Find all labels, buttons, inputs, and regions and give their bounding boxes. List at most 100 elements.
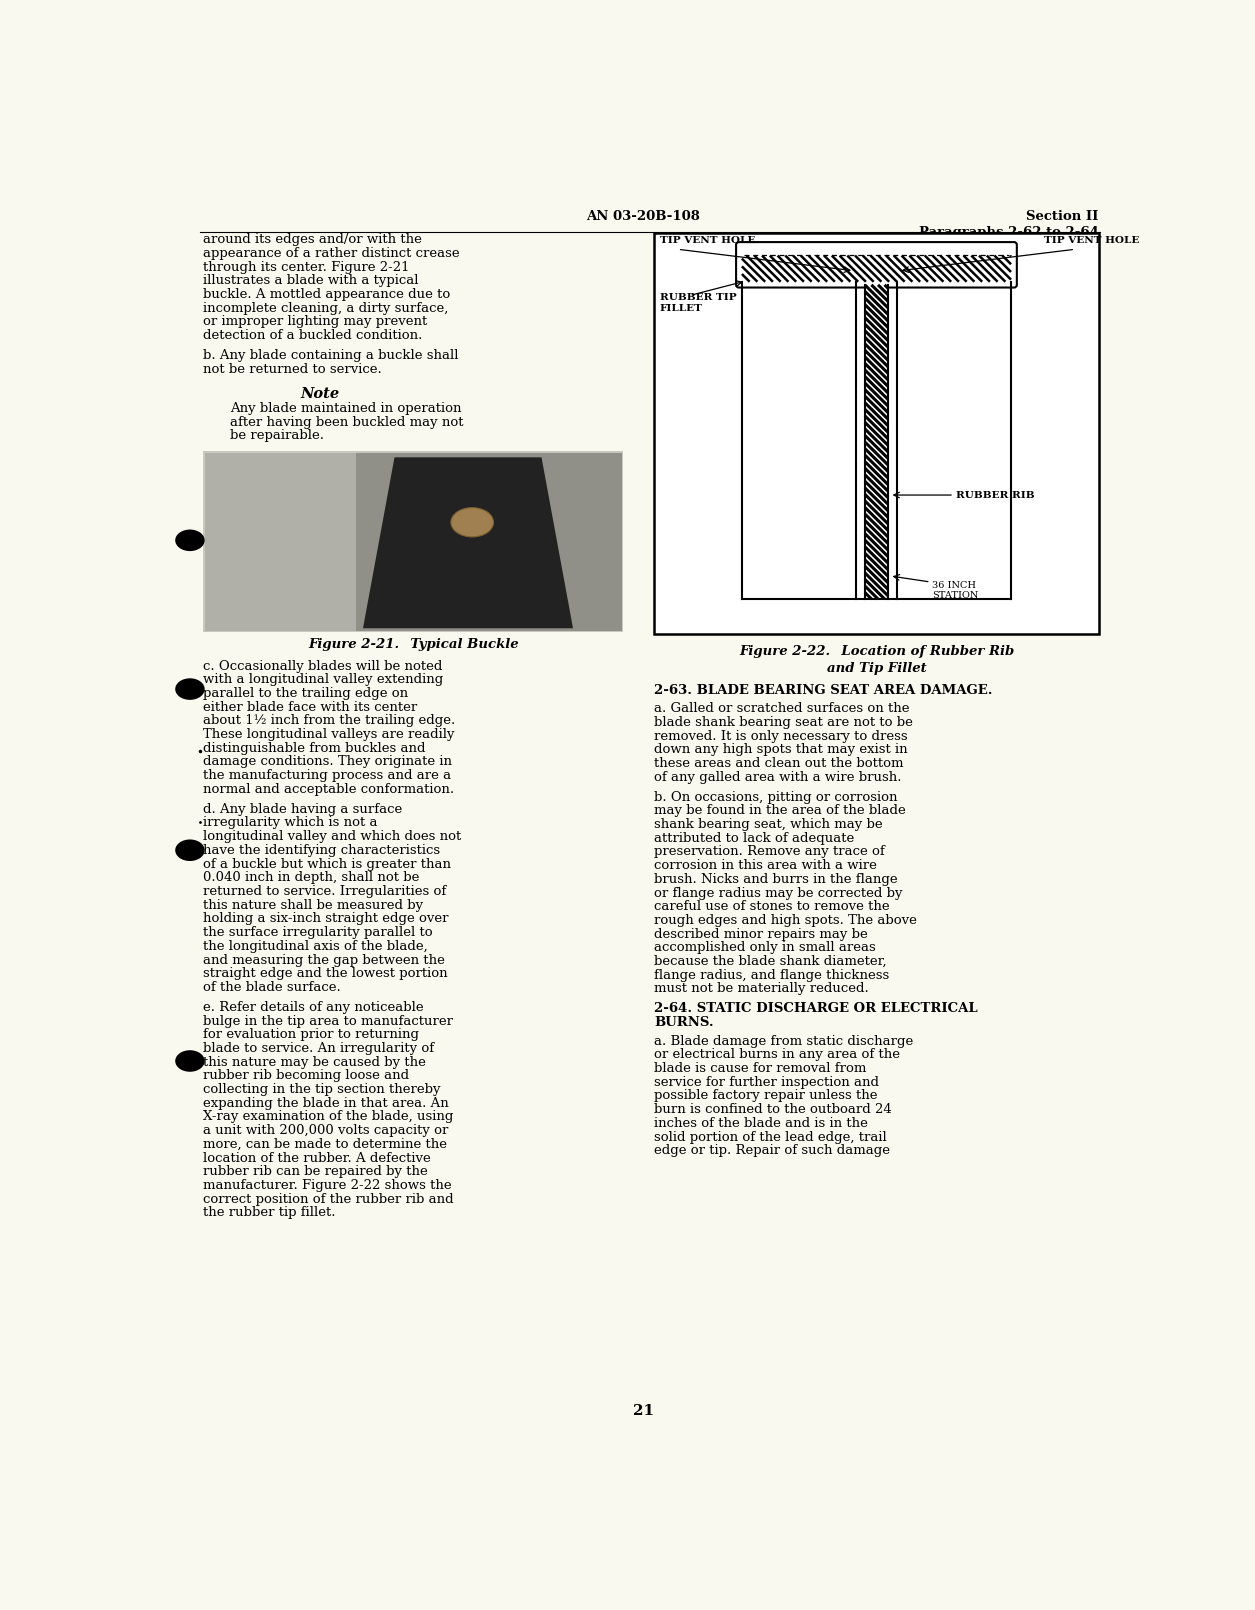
Ellipse shape [176,530,205,551]
Text: Note: Note [300,386,339,401]
Text: have the identifying characteristics: have the identifying characteristics [203,844,441,857]
Text: edge or tip. Repair of such damage: edge or tip. Repair of such damage [654,1145,891,1158]
Ellipse shape [451,507,493,536]
Text: of a buckle but which is greater than: of a buckle but which is greater than [203,858,452,871]
Text: buckle. A mottled appearance due to: buckle. A mottled appearance due to [203,288,451,301]
Text: 2-64. STATIC DISCHARGE OR ELECTRICAL: 2-64. STATIC DISCHARGE OR ELECTRICAL [654,1003,978,1016]
Text: Paragraphs 2-62 to 2-64: Paragraphs 2-62 to 2-64 [919,225,1098,238]
Text: the rubber tip fillet.: the rubber tip fillet. [203,1206,336,1219]
Text: detection of a buckled condition.: detection of a buckled condition. [203,328,423,343]
Text: d. Any blade having a surface: d. Any blade having a surface [203,803,403,816]
Ellipse shape [176,678,205,700]
Text: TIP VENT HOLE: TIP VENT HOLE [1044,237,1140,245]
Text: distinguishable from buckles and: distinguishable from buckles and [203,742,425,755]
Text: this nature may be caused by the: this nature may be caused by the [203,1056,427,1069]
Text: Any blade maintained in operation: Any blade maintained in operation [231,402,462,415]
Text: after having been buckled may not: after having been buckled may not [231,415,464,428]
Text: inches of the blade and is in the: inches of the blade and is in the [654,1117,868,1130]
Text: b. Any blade containing a buckle shall: b. Any blade containing a buckle shall [203,349,459,362]
Text: brush. Nicks and burrs in the flange: brush. Nicks and burrs in the flange [654,873,899,886]
Text: or electrical burns in any area of the: or electrical burns in any area of the [654,1048,900,1061]
Polygon shape [363,457,574,628]
Text: because the blade shank diameter,: because the blade shank diameter, [654,955,887,968]
Text: of any galled area with a wire brush.: of any galled area with a wire brush. [654,771,902,784]
Text: returned to service. Irregularities of: returned to service. Irregularities of [203,886,447,898]
Text: shank bearing seat, which may be: shank bearing seat, which may be [654,818,884,831]
Text: these areas and clean out the bottom: these areas and clean out the bottom [654,757,904,770]
Text: accomplished only in small areas: accomplished only in small areas [654,942,876,955]
Text: RUBBER RIB: RUBBER RIB [956,491,1035,499]
Bar [203,451,624,633]
Text: corrosion in this area with a wire: corrosion in this area with a wire [654,860,877,873]
Text: described minor repairs may be: described minor repairs may be [654,927,868,940]
Text: bulge in the tip area to manufacturer: bulge in the tip area to manufacturer [203,1014,453,1027]
Text: manufacturer. Figure 2-22 shows the: manufacturer. Figure 2-22 shows the [203,1179,452,1191]
Text: blade shank bearing seat are not to be: blade shank bearing seat are not to be [654,716,914,729]
Text: b. On occasions, pitting or corrosion: b. On occasions, pitting or corrosion [654,791,897,803]
Text: not be returned to service.: not be returned to service. [203,362,382,375]
Text: straight edge and the lowest portion: straight edge and the lowest portion [203,968,448,980]
Text: flange radius, and flange thickness: flange radius, and flange thickness [654,969,890,982]
Text: Figure 2-22.  Location of Rubber Rib: Figure 2-22. Location of Rubber Rib [739,646,1014,658]
Text: around its edges and/or with the: around its edges and/or with the [203,233,422,246]
Text: a. Galled or scratched surfaces on the: a. Galled or scratched surfaces on the [654,702,910,715]
Text: through its center. Figure 2-21: through its center. Figure 2-21 [203,261,410,274]
Text: Figure 2-21.  Typical Buckle: Figure 2-21. Typical Buckle [307,638,518,650]
Text: about 1½ inch from the trailing edge.: about 1½ inch from the trailing edge. [203,715,456,728]
Text: illustrates a blade with a typical: illustrates a blade with a typical [203,274,419,287]
Text: AN 03-20B-108: AN 03-20B-108 [586,211,700,224]
Text: and measuring the gap between the: and measuring the gap between the [203,953,446,966]
Text: longitudinal valley and which does not: longitudinal valley and which does not [203,831,462,844]
Text: attributed to lack of adequate: attributed to lack of adequate [654,832,855,845]
Text: RUBBER TIP
FILLET: RUBBER TIP FILLET [660,293,737,312]
Text: the surface irregularity parallel to: the surface irregularity parallel to [203,926,433,939]
Text: may be found in the area of the blade: may be found in the area of the blade [654,805,906,818]
Text: correct position of the rubber rib and: correct position of the rubber rib and [203,1193,454,1206]
Text: more, can be made to determine the: more, can be made to determine the [203,1138,447,1151]
Text: be repairable.: be repairable. [231,430,325,443]
Bar [205,452,622,631]
Text: incomplete cleaning, a dirty surface,: incomplete cleaning, a dirty surface, [203,301,449,316]
Text: location of the rubber. A defective: location of the rubber. A defective [203,1151,432,1164]
Text: for evaluation prior to returning: for evaluation prior to returning [203,1029,419,1042]
Ellipse shape [176,1050,205,1072]
Bar [654,233,1098,634]
Text: damage conditions. They originate in: damage conditions. They originate in [203,755,452,768]
Text: rubber rib can be repaired by the: rubber rib can be repaired by the [203,1166,428,1179]
Text: irregularity which is not a: irregularity which is not a [203,816,378,829]
Text: a. Blade damage from static discharge: a. Blade damage from static discharge [654,1035,914,1048]
Text: TIP VENT HOLE: TIP VENT HOLE [660,237,756,245]
Text: either blade face with its center: either blade face with its center [203,700,418,713]
Text: preservation. Remove any trace of: preservation. Remove any trace of [654,845,885,858]
Text: or improper lighting may prevent: or improper lighting may prevent [203,316,428,328]
Text: and Tip Fillet: and Tip Fillet [827,662,926,675]
Text: removed. It is only necessary to dress: removed. It is only necessary to dress [654,729,909,742]
Text: service for further inspection and: service for further inspection and [654,1075,880,1088]
Text: careful use of stones to remove the: careful use of stones to remove the [654,900,890,913]
Text: c. Occasionally blades will be noted: c. Occasionally blades will be noted [203,660,443,673]
Text: a unit with 200,000 volts capacity or: a unit with 200,000 volts capacity or [203,1124,449,1137]
Text: burn is confined to the outboard 24: burn is confined to the outboard 24 [654,1103,892,1116]
Text: blade to service. An irregularity of: blade to service. An irregularity of [203,1042,434,1055]
Text: collecting in the tip section thereby: collecting in the tip section thereby [203,1084,441,1096]
Bar [205,452,356,631]
Ellipse shape [176,839,205,861]
Text: rough edges and high spots. The above: rough edges and high spots. The above [654,914,917,927]
Text: must not be materially reduced.: must not be materially reduced. [654,982,870,995]
Text: parallel to the trailing edge on: parallel to the trailing edge on [203,687,408,700]
Text: X-ray examination of the blade, using: X-ray examination of the blade, using [203,1111,454,1124]
Text: with a longitudinal valley extending: with a longitudinal valley extending [203,673,443,686]
Text: Section II: Section II [1027,211,1098,224]
Text: These longitudinal valleys are readily: These longitudinal valleys are readily [203,728,454,741]
Bar [865,285,889,599]
Text: 36 INCH
STATION: 36 INCH STATION [932,581,979,601]
Text: solid portion of the lead edge, trail: solid portion of the lead edge, trail [654,1130,887,1143]
Text: BURNS.: BURNS. [654,1016,714,1029]
Text: the longitudinal axis of the blade,: the longitudinal axis of the blade, [203,940,428,953]
Text: rubber rib becoming loose and: rubber rib becoming loose and [203,1069,409,1082]
Text: of the blade surface.: of the blade surface. [203,980,341,993]
Text: this nature shall be measured by: this nature shall be measured by [203,898,423,911]
Text: normal and acceptable conformation.: normal and acceptable conformation. [203,782,454,795]
Text: appearance of a rather distinct crease: appearance of a rather distinct crease [203,246,461,259]
Text: expanding the blade in that area. An: expanding the blade in that area. An [203,1096,449,1109]
